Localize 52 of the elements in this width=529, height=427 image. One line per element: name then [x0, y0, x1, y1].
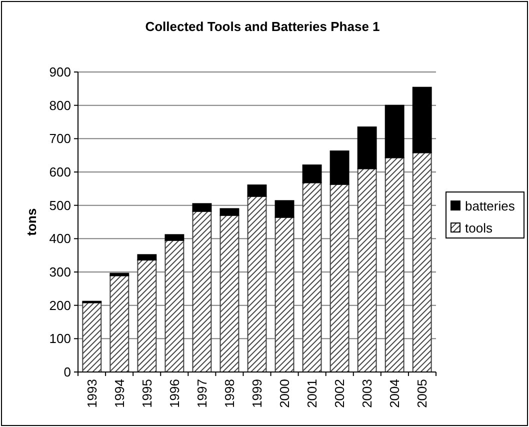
y-tick-label: 900 — [49, 64, 71, 80]
x-tick-label: 1998 — [222, 379, 238, 408]
bar — [330, 184, 350, 372]
y-tick-label: 300 — [49, 264, 71, 280]
bar — [274, 200, 294, 218]
bar — [357, 168, 377, 372]
x-tick-label: 1997 — [194, 379, 210, 408]
y-tick-label: 100 — [49, 331, 71, 346]
bar — [274, 216, 294, 372]
y-tick-label: 600 — [49, 164, 71, 180]
bar — [220, 214, 240, 372]
bar — [412, 86, 432, 154]
y-tick-label: 500 — [49, 198, 71, 213]
x-tick-label: 1995 — [139, 379, 154, 408]
y-axis-title: tons — [24, 208, 39, 236]
bar — [110, 272, 130, 276]
bar — [302, 182, 322, 372]
bar — [82, 302, 102, 372]
bar — [220, 208, 240, 216]
chart-title: Collected Tools and Batteries Phase 1 — [145, 19, 380, 34]
bar — [302, 164, 322, 184]
x-tick-label: 1993 — [84, 379, 100, 408]
y-tick-label: 400 — [49, 231, 71, 246]
y-tick-label: 800 — [49, 98, 71, 113]
x-tick-label: 2002 — [332, 379, 348, 408]
x-tick-label: 1996 — [167, 379, 182, 408]
x-tick-label: 2004 — [387, 379, 402, 408]
bar — [247, 184, 267, 197]
bar — [357, 126, 377, 170]
x-tick-label: 2005 — [414, 379, 430, 408]
x-tick-label: 1994 — [112, 379, 127, 408]
bar — [412, 152, 432, 372]
bar — [192, 210, 212, 372]
y-tick-label: 200 — [49, 298, 71, 313]
bar — [330, 150, 350, 185]
bar — [110, 275, 130, 372]
legend-label: batteries — [465, 198, 516, 214]
x-tick-label: 2003 — [360, 379, 375, 408]
bar — [384, 157, 404, 372]
bar — [164, 240, 184, 372]
x-tick-label: 2001 — [304, 379, 320, 408]
x-tick-label: 1999 — [250, 379, 265, 408]
bar — [164, 234, 184, 241]
bar — [137, 254, 157, 260]
y-tick-label: 700 — [49, 131, 71, 146]
bar — [192, 203, 212, 212]
bar — [247, 196, 267, 372]
y-tick-label: 0 — [64, 364, 71, 380]
bar — [384, 104, 404, 158]
bar — [137, 260, 157, 372]
legend-label: tools — [465, 220, 493, 236]
x-tick-label: 2000 — [277, 379, 292, 408]
